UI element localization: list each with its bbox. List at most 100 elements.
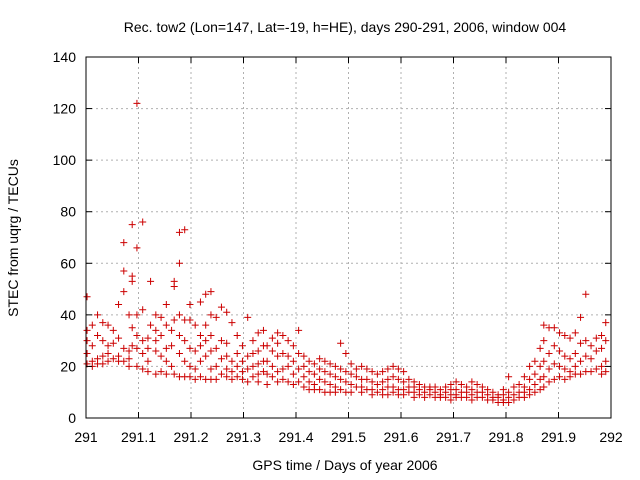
data-point-marker — [125, 355, 133, 363]
data-point-marker — [233, 350, 241, 358]
data-point-marker — [217, 355, 225, 363]
data-point-marker — [109, 339, 117, 347]
data-point-marker — [545, 378, 553, 386]
data-point-marker — [175, 259, 183, 267]
data-point-marker — [120, 357, 128, 365]
data-point-marker — [571, 362, 579, 370]
data-point-marker — [125, 311, 133, 319]
data-point-marker — [526, 391, 534, 399]
data-point-marker — [254, 370, 262, 378]
data-point-marker — [368, 391, 376, 399]
x-axis-label: GPS time / Days of year 2006 — [252, 457, 437, 473]
data-point-marker — [268, 373, 276, 381]
data-point-marker — [531, 357, 539, 365]
data-point-marker — [144, 357, 152, 365]
data-point-marker — [109, 326, 117, 334]
x-tick-label: 291.9 — [541, 429, 576, 445]
data-point-marker — [120, 344, 128, 352]
data-point-marker — [268, 362, 276, 370]
data-point-marker — [162, 344, 170, 352]
data-point-marker — [181, 226, 189, 234]
data-point-marker — [520, 373, 528, 381]
data-point-marker — [550, 324, 558, 332]
data-point-marker — [207, 365, 215, 373]
data-point-marker — [556, 362, 564, 370]
data-point-marker — [289, 342, 297, 350]
data-point-marker — [352, 365, 360, 373]
y-tick-label: 20 — [60, 358, 76, 374]
data-point-marker — [587, 355, 595, 363]
y-tick-label: 0 — [68, 410, 76, 426]
data-point-marker — [274, 329, 282, 337]
data-point-marker — [545, 365, 553, 373]
data-point-marker — [405, 375, 413, 383]
data-point-marker — [384, 365, 392, 373]
data-point-marker — [545, 350, 553, 358]
data-point-marker — [279, 331, 287, 339]
grid-lines — [86, 57, 611, 418]
data-point-marker — [300, 383, 308, 391]
data-point-marker — [133, 362, 141, 370]
data-point-marker — [337, 365, 345, 373]
data-point-marker — [331, 388, 339, 396]
data-point-marker — [337, 339, 345, 347]
data-point-marker — [274, 378, 282, 386]
x-tick-label: 291.1 — [121, 429, 156, 445]
data-point-marker — [212, 375, 220, 383]
data-point-marker — [526, 362, 534, 370]
data-point-marker — [144, 334, 152, 342]
data-point-marker — [104, 342, 112, 350]
data-point-marker — [410, 393, 418, 401]
data-point-marker — [561, 365, 569, 373]
data-point-marker — [212, 344, 220, 352]
data-point-marker — [400, 368, 408, 376]
y-tick-label: 40 — [60, 307, 76, 323]
chart-title: Rec. tow2 (Lon=147, Lat=-19, h=HE), days… — [124, 19, 567, 35]
data-point-marker — [263, 342, 271, 350]
data-point-marker — [384, 391, 392, 399]
data-point-marker — [400, 378, 408, 386]
data-point-marker — [83, 326, 91, 334]
data-point-marker — [168, 342, 176, 350]
data-point-marker — [321, 368, 329, 376]
data-point-marker — [238, 368, 246, 376]
data-point-marker — [347, 370, 355, 378]
data-point-marker — [157, 368, 165, 376]
data-point-marker — [577, 313, 585, 321]
data-point-marker — [83, 350, 91, 358]
x-tick-label: 292 — [599, 429, 623, 445]
data-point-marker — [157, 313, 165, 321]
data-point-marker — [274, 339, 282, 347]
data-point-marker — [115, 334, 123, 342]
data-point-marker — [94, 331, 102, 339]
data-point-marker — [587, 368, 595, 376]
data-point-marker — [426, 391, 434, 399]
data-point-marker — [389, 362, 397, 370]
data-point-marker — [326, 370, 334, 378]
data-point-marker — [284, 337, 292, 345]
x-tick-label: 291.8 — [488, 429, 523, 445]
data-point-marker — [550, 360, 558, 368]
data-point-marker — [582, 337, 590, 345]
data-point-marker — [207, 347, 215, 355]
data-point-marker — [162, 357, 170, 365]
data-point-marker — [415, 391, 423, 399]
data-point-marker — [347, 388, 355, 396]
data-point-marker — [316, 365, 324, 373]
data-point-marker — [175, 331, 183, 339]
data-point-marker — [571, 350, 579, 358]
data-point-marker — [196, 331, 204, 339]
data-point-marker — [263, 357, 271, 365]
data-point-marker — [316, 355, 324, 363]
data-point-marker — [94, 311, 102, 319]
data-point-marker — [147, 277, 155, 285]
data-point-marker — [310, 370, 318, 378]
data-point-marker — [561, 331, 569, 339]
data-point-marker — [181, 337, 189, 345]
data-point-marker — [139, 218, 147, 226]
data-point-marker — [389, 373, 397, 381]
data-point-marker — [181, 357, 189, 365]
data-point-marker — [99, 319, 107, 327]
data-point-marker — [300, 373, 308, 381]
